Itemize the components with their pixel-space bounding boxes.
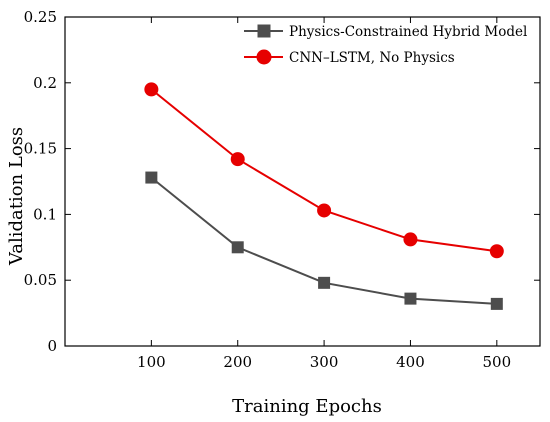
data-point-square [490, 297, 503, 310]
legend-marker-circle [256, 49, 272, 65]
plot-frame [64, 16, 541, 347]
y-tick-label: 0.2 [33, 74, 57, 92]
legend-label: CNN–LSTM, No Physics [289, 50, 455, 66]
axis-ticks: 100 200 300 400 500 0 0.05 0.1 0.15 0.2 0.25 [24, 8, 540, 371]
x-tick-label: 100 [137, 353, 166, 371]
y-tick-label: 0.05 [24, 271, 57, 289]
legend-entry-2: CNN–LSTM, No Physics [244, 49, 455, 66]
data-point-circle [489, 244, 504, 259]
legend-marker-square [257, 24, 271, 38]
x-tick-label: 300 [310, 353, 339, 371]
x-tick-label: 500 [482, 353, 511, 371]
plot-frame-group [64, 16, 541, 347]
series-2 [144, 82, 504, 259]
y-tick-label: 0 [47, 337, 57, 355]
data-point-square [231, 241, 244, 254]
y-axis-title: Validation Loss [6, 127, 27, 266]
series-group [144, 82, 504, 310]
data-point-square [145, 171, 158, 184]
data-point-square [404, 292, 417, 305]
data-point-square [318, 276, 331, 289]
data-point-circle [317, 203, 332, 218]
y-tick-label: 0.25 [24, 8, 57, 26]
y-tick-label: 0.1 [33, 205, 57, 223]
data-point-circle [403, 232, 418, 247]
data-point-circle [144, 82, 159, 97]
legend: Physics-Constrained Hybrid Model CNN–LSTM… [244, 24, 527, 66]
legend-label: Physics-Constrained Hybrid Model [289, 24, 527, 40]
series-1 [145, 171, 503, 310]
series-line [150, 88, 497, 253]
data-point-circle [230, 152, 245, 167]
x-axis-title: Training Epochs [232, 396, 382, 417]
y-tick-label: 0.15 [24, 140, 57, 158]
x-tick-label: 400 [396, 353, 425, 371]
legend-entry-1: Physics-Constrained Hybrid Model [244, 24, 527, 40]
x-tick-label: 200 [223, 353, 252, 371]
